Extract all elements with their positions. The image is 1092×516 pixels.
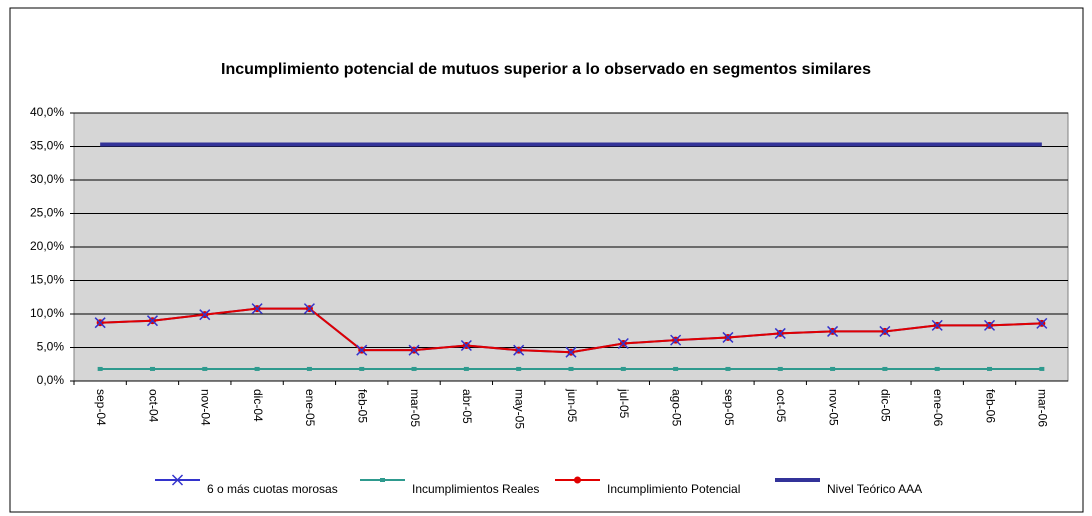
marker [879,325,891,337]
marker [670,334,682,346]
y-tick-label: 5,0% [37,340,65,354]
x-tick-label: oct-04 [146,389,160,423]
marker [1039,366,1045,371]
marker [254,366,260,371]
legend-label: 6 o más cuotas morosas [207,482,338,496]
x-tick-label: abr-05 [460,389,474,424]
x-tick-label: dic-05 [879,389,893,422]
x-tick-label: may-05 [513,389,527,429]
x-tick-label: nov-05 [826,389,840,426]
marker [568,366,574,371]
marker [574,476,581,484]
y-tick-label: 10,0% [30,306,64,320]
y-tick-label: 0,0% [37,373,65,387]
marker [934,366,940,371]
marker [463,366,469,371]
x-tick-label: feb-06 [983,389,997,423]
x-tick-label: ene-05 [303,389,317,427]
marker [1036,317,1048,329]
x-tick-label: nov-04 [199,389,213,426]
marker [987,366,993,371]
marker [722,331,734,343]
marker [565,346,577,358]
y-tick-label: 25,0% [30,206,64,220]
marker [303,303,315,315]
marker [94,317,106,329]
y-tick-label: 40,0% [30,105,64,119]
marker [97,366,103,371]
x-tick-label: jun-05 [565,388,579,423]
x-tick-label: feb-05 [356,389,370,423]
marker [149,366,155,371]
x-tick-label: oct-05 [774,389,788,423]
x-tick-label: ago-05 [669,389,683,427]
marker [411,366,417,371]
marker [882,366,888,371]
marker [356,344,368,356]
x-tick-label: jul-05 [617,388,631,419]
x-tick-label: sep-05 [722,389,736,426]
marker [725,366,731,371]
y-tick-label: 20,0% [30,239,64,253]
marker [359,366,365,371]
legend-label: Incumplimiento Potencial [607,482,740,496]
marker [620,366,626,371]
chart-title: Incumplimiento potencial de mutuos super… [221,61,871,78]
marker [146,315,159,327]
y-tick-label: 15,0% [30,273,64,287]
marker [306,366,312,371]
marker [827,325,839,337]
x-tick-label: mar-05 [408,389,422,427]
marker [251,303,263,315]
x-tick-label: sep-04 [94,389,108,426]
marker [983,319,996,331]
marker [830,366,836,371]
marker [408,344,420,356]
marker [380,478,385,482]
marker [199,309,211,321]
marker [617,337,629,350]
x-tick-label: dic-04 [251,389,265,422]
x-tick-label: mar-06 [1036,389,1050,427]
marker [777,366,783,371]
marker [673,366,679,371]
marker [931,319,943,331]
marker [460,339,472,352]
marker [202,366,208,371]
legend-label: Nivel Teórico AAA [827,482,922,496]
marker [516,366,522,371]
marker [774,327,786,339]
x-tick-label: ene-06 [931,389,945,427]
y-tick-label: 30,0% [30,172,64,186]
legend-label: Incumplimientos Reales [412,482,539,496]
y-tick-label: 35,0% [30,139,64,153]
marker [171,474,184,486]
marker [513,344,525,356]
